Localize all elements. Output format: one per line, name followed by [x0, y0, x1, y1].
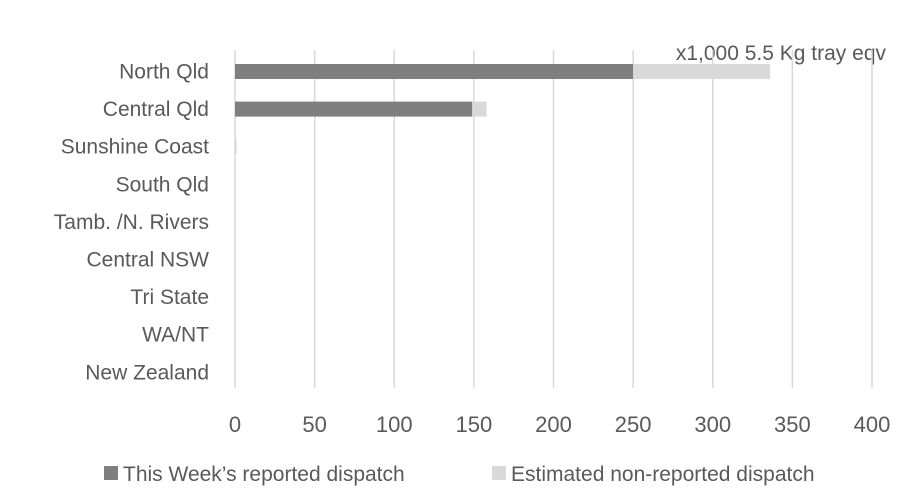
- x-tick-label: 200: [535, 412, 572, 437]
- legend: This Week’s reported dispatch Estimated n…: [104, 463, 815, 486]
- legend-swatch: [492, 466, 506, 480]
- x-tick-label: 250: [615, 412, 652, 437]
- bar-reported: [235, 64, 634, 79]
- bar-estimated: [472, 101, 487, 117]
- x-tick-label: 50: [302, 412, 326, 437]
- x-tick-label: 150: [456, 412, 493, 437]
- category-label: North Qld: [119, 61, 209, 84]
- legend-label: Estimated non-reported dispatch: [511, 463, 815, 486]
- x-tick-label: 0: [229, 412, 241, 437]
- legend-swatch: [104, 466, 118, 480]
- category-label: New Zealand: [85, 361, 209, 384]
- x-tick-label: 350: [774, 412, 811, 437]
- category-labels: North Qld Central Qld Sunshine Coast South …: [54, 61, 209, 385]
- bar-estimated: [633, 64, 771, 79]
- category-label: Central Qld: [103, 98, 209, 121]
- category-label: South Qld: [116, 173, 209, 196]
- legend-label: This Week’s reported dispatch: [123, 463, 405, 486]
- x-tick-label: 100: [376, 412, 413, 437]
- category-label: Tamb. /N. Rivers: [54, 211, 209, 234]
- bar-estimated: [235, 139, 237, 155]
- x-tick-labels: 0 50 100 150 200 250 300 350 400: [229, 412, 890, 437]
- category-label: WA/NT: [142, 324, 209, 347]
- gridlines: [234, 50, 873, 388]
- category-label: Tri State: [130, 286, 209, 309]
- x-tick-label: 400: [854, 412, 891, 437]
- bars: [235, 64, 771, 155]
- category-label: Central NSW: [86, 249, 209, 272]
- x-tick-label: 300: [694, 412, 731, 437]
- unit-label: x1,000 5.5 Kg tray eqv: [676, 42, 887, 65]
- category-label: Sunshine Coast: [61, 136, 209, 159]
- bar-reported: [235, 101, 473, 117]
